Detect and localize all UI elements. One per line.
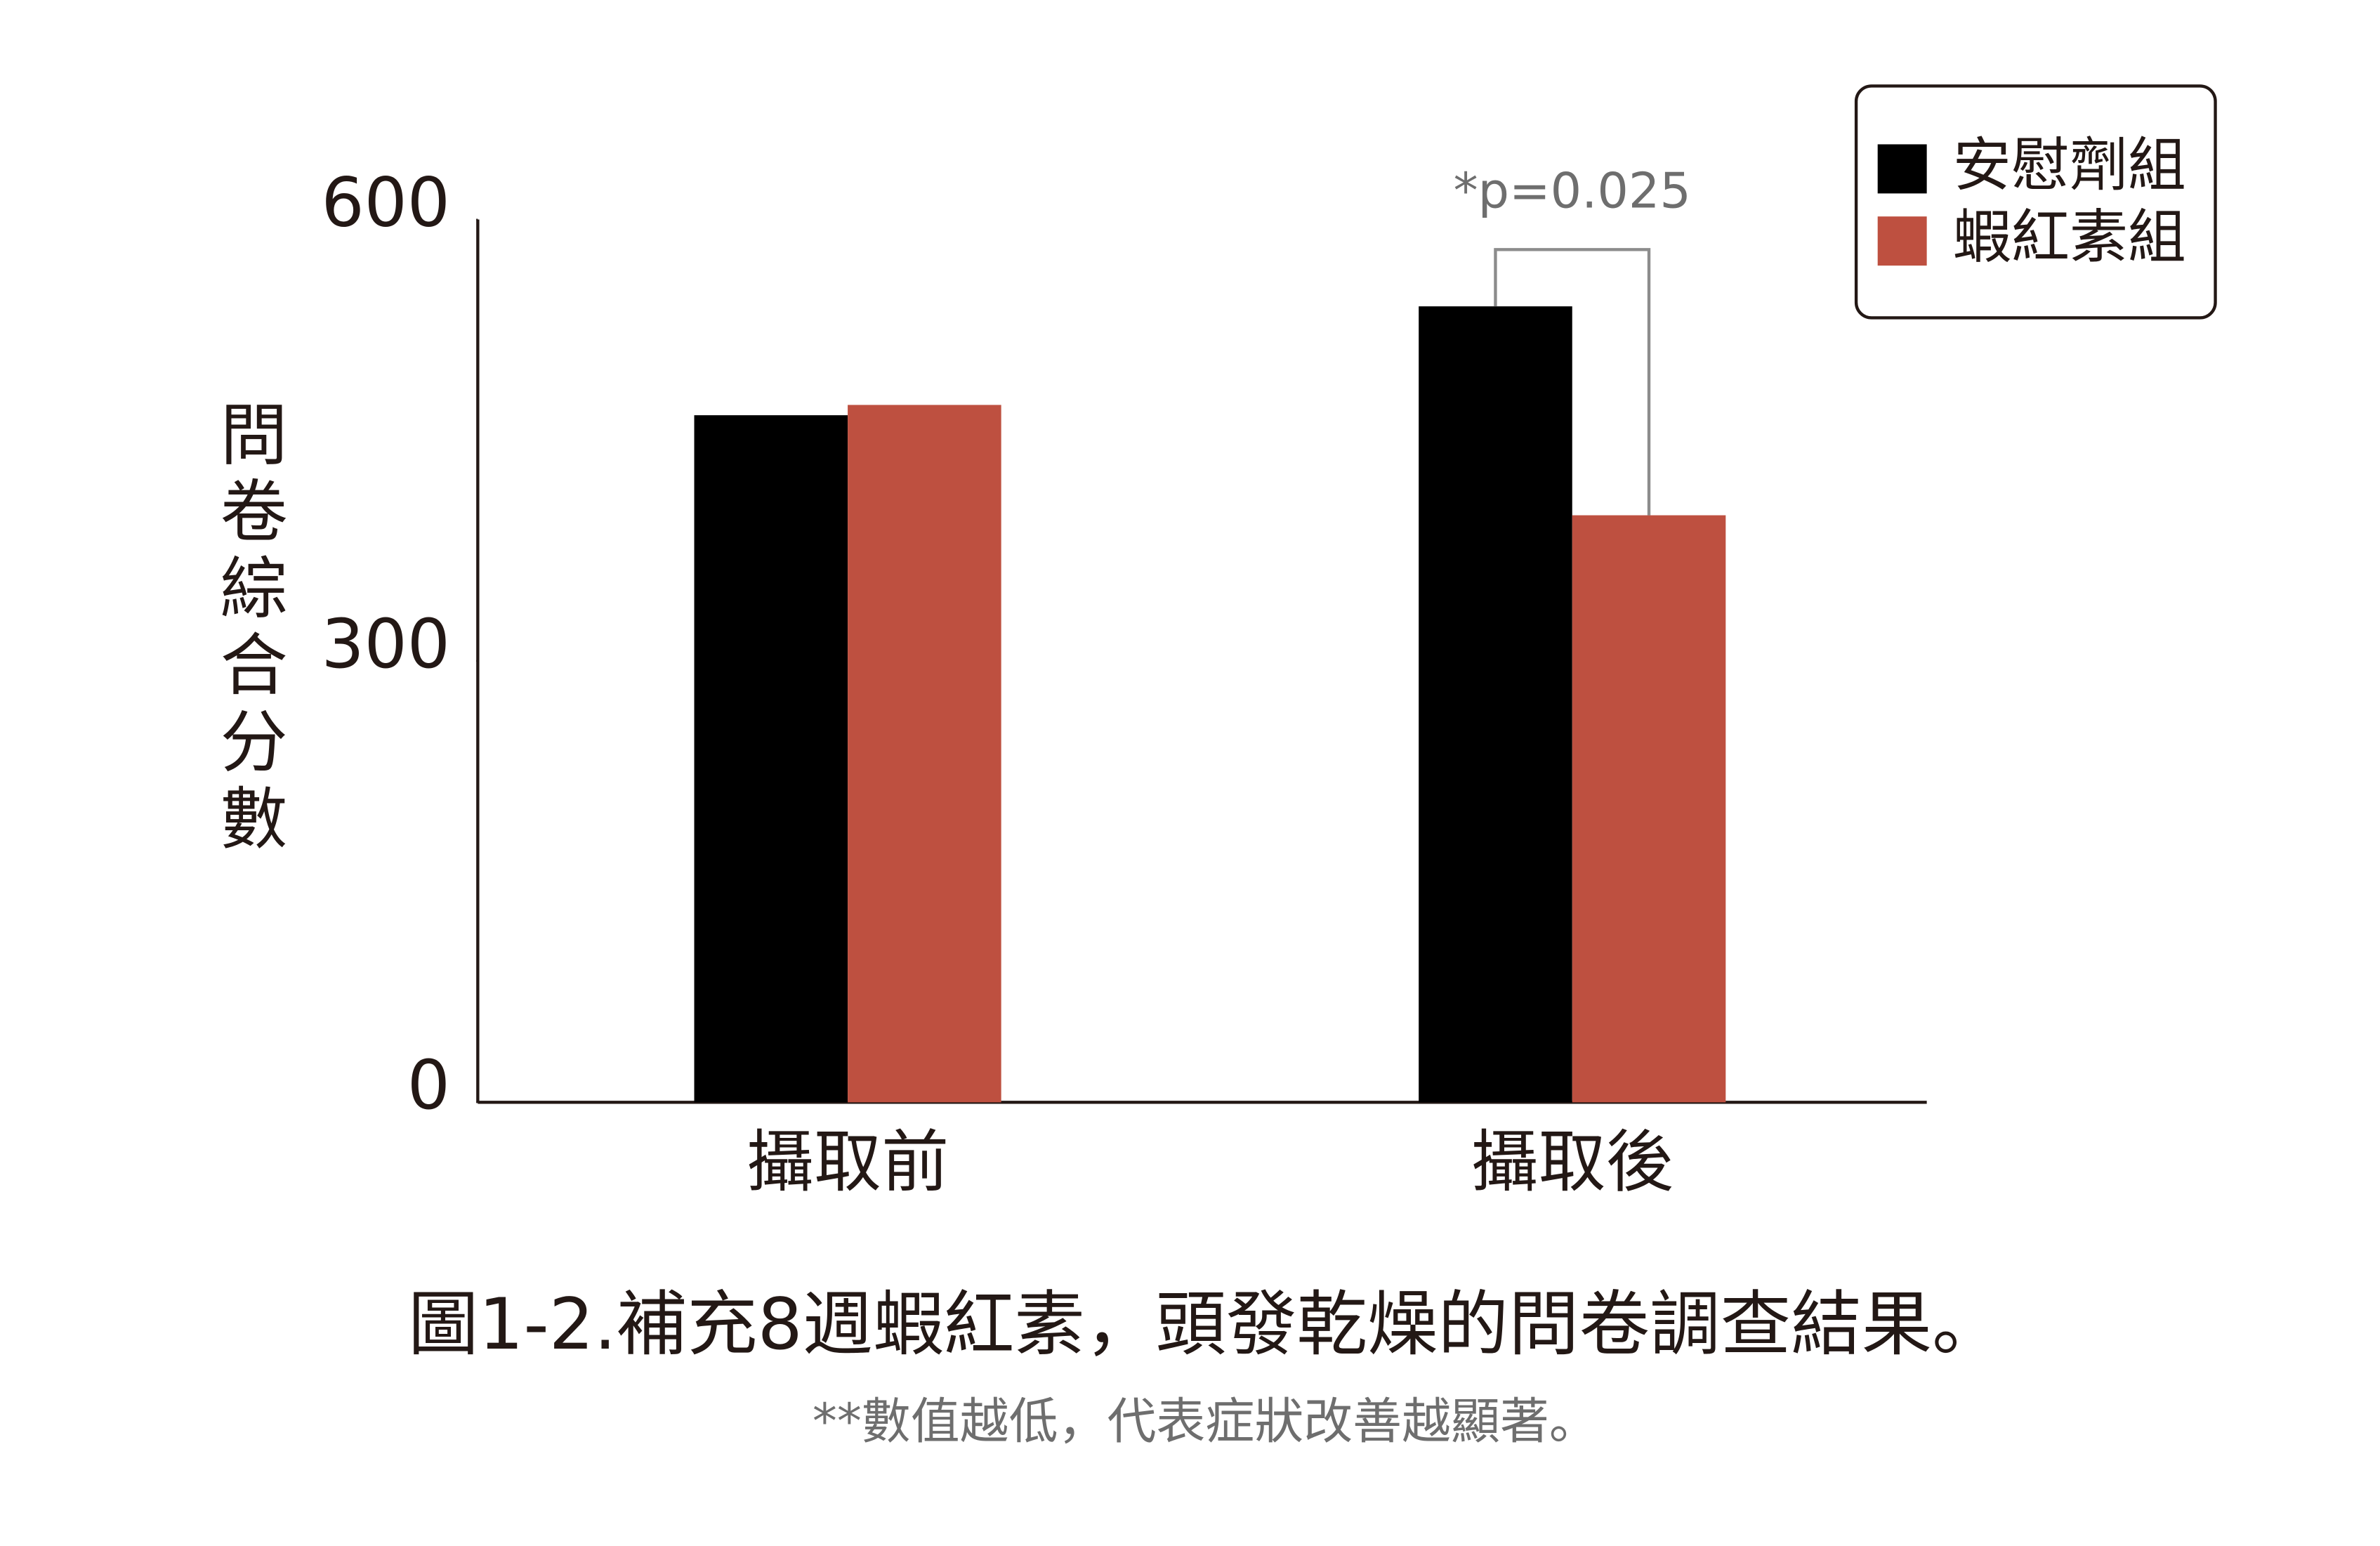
bar bbox=[1419, 306, 1572, 1103]
bar bbox=[848, 405, 1001, 1103]
legend-box bbox=[1854, 84, 2217, 320]
y-axis-label: 問卷綜合分數 bbox=[209, 399, 287, 860]
x-tick-label: 攝取後 bbox=[1471, 1122, 1673, 1201]
y-tick-label: 300 bbox=[321, 605, 450, 683]
legend-swatch bbox=[1877, 144, 1927, 194]
caption: 圖1-2.補充8週蝦紅素，頭發乾燥的問卷調查結果。 bbox=[408, 1283, 2003, 1365]
y-tick-label: 0 bbox=[407, 1046, 450, 1125]
legend-label: 安慰劑組 bbox=[1953, 131, 2186, 199]
legend-label: 蝦紅素組 bbox=[1953, 203, 2186, 271]
annotation: *p=0.025 bbox=[1454, 163, 1691, 220]
note: **數值越低，代表症狀改善越顯著。 bbox=[813, 1393, 1598, 1450]
y-tick-label: 600 bbox=[321, 163, 450, 242]
significance-bracket bbox=[1494, 248, 1651, 516]
x-tick-label: 攝取前 bbox=[747, 1122, 949, 1201]
legend-swatch bbox=[1877, 216, 1927, 266]
bar bbox=[1572, 515, 1726, 1103]
bar bbox=[694, 415, 848, 1103]
